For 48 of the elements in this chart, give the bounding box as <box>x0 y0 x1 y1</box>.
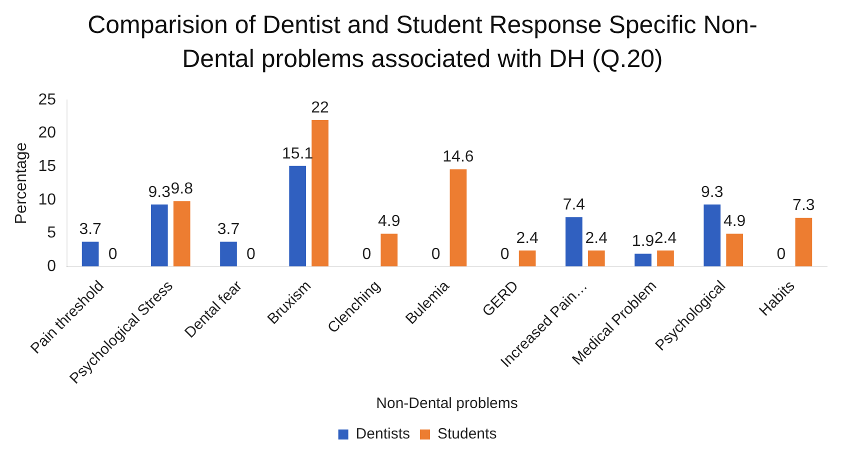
data-label: 4.9 <box>723 213 746 230</box>
bar <box>380 234 398 266</box>
data-label: 9.3 <box>148 184 171 201</box>
bar <box>82 242 99 266</box>
bar <box>220 242 237 266</box>
bar <box>289 166 306 266</box>
y-tick-label: 0 <box>47 258 56 275</box>
bar <box>150 204 168 266</box>
data-label: 2.4 <box>585 230 608 247</box>
y-tick-label: 25 <box>38 91 56 108</box>
bar <box>795 218 812 266</box>
data-label: 14.6 <box>442 148 474 166</box>
data-label: 7.3 <box>792 197 815 214</box>
data-label: 2.4 <box>654 230 677 247</box>
data-label: 0 <box>776 246 786 263</box>
legend-label: Dentists <box>356 426 410 443</box>
data-label: 9.8 <box>170 180 194 198</box>
y-tick-label: 15 <box>38 158 56 175</box>
data-label: 22 <box>311 99 330 116</box>
bar <box>450 169 467 266</box>
data-label: 4.9 <box>378 213 400 230</box>
legend-label: Students <box>437 426 497 443</box>
bar <box>566 217 582 266</box>
bar <box>518 250 536 266</box>
y-tick-label: 5 <box>47 224 56 242</box>
data-label: 0 <box>431 246 440 263</box>
data-label: 3.7 <box>217 221 240 238</box>
bar <box>726 234 744 266</box>
bar <box>312 120 328 266</box>
data-label: 7.4 <box>562 196 586 214</box>
bar <box>657 250 674 266</box>
data-label: 1.9 <box>632 233 654 250</box>
data-label: 9.3 <box>701 184 724 201</box>
data-label: 0 <box>108 246 118 263</box>
data-label: 3.7 <box>79 221 102 238</box>
chart-title: Comparision of Dentist and Student Response Specific Non-Dental problems associated with DH (Q.20) <box>86 10 758 75</box>
data-label: 0 <box>500 246 510 263</box>
y-axis-title: Percentage <box>13 142 30 224</box>
y-tick-label: 20 <box>38 124 56 142</box>
bar <box>173 201 190 266</box>
data-label: 2.4 <box>516 230 539 247</box>
x-axis-title: Non-Dental problems <box>376 395 518 412</box>
bar <box>704 204 721 266</box>
bar <box>634 254 652 266</box>
y-tick-label: 10 <box>38 191 56 208</box>
data-label: 0 <box>246 246 256 263</box>
data-label: 0 <box>362 246 372 263</box>
bar <box>588 250 605 266</box>
